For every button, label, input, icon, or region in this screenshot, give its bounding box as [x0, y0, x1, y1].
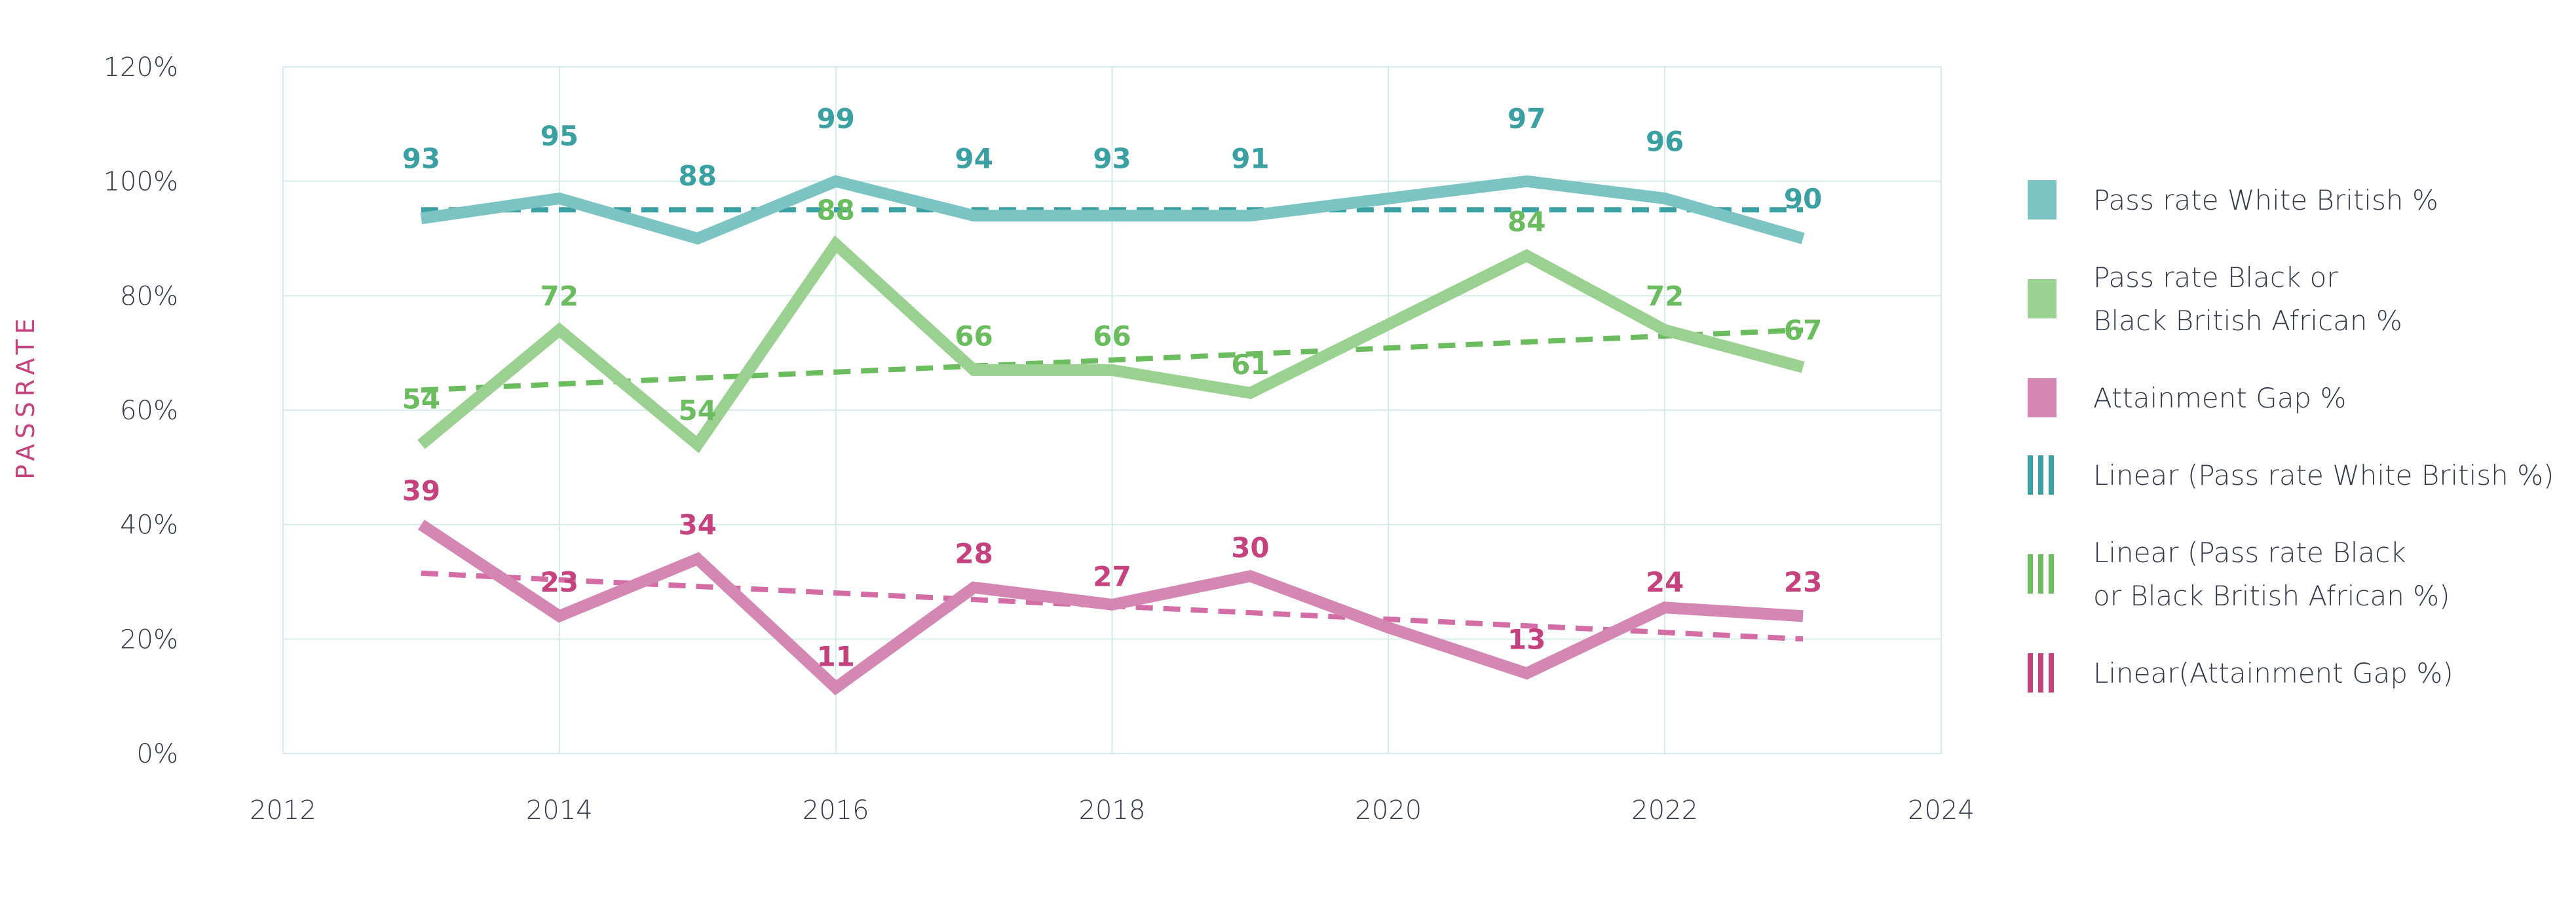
data-label: 88	[679, 160, 717, 192]
axes: 2012 2014 2016 2018 2020 2022 2024 0% 20% 40% 60% 8…	[104, 52, 1975, 826]
legend-swatch-bar	[2028, 455, 2033, 495]
x-tick-label: 2024	[1908, 795, 1975, 826]
data-label: 23	[1784, 566, 1822, 598]
data-label: 99	[816, 103, 854, 135]
legend-swatch-bar	[2049, 455, 2054, 495]
data-label: 66	[1093, 320, 1131, 352]
data-label: 11	[816, 641, 854, 673]
legend-swatch	[2028, 378, 2056, 417]
legend-label: Linear (Pass rate White British %)	[2093, 459, 2554, 491]
data-label: 54	[679, 394, 717, 427]
y-tick-label: 80%	[120, 281, 178, 311]
y-tick-label: 20%	[120, 624, 178, 655]
x-tick-label: 2014	[526, 795, 593, 826]
data-label: 91	[1231, 143, 1269, 175]
data-label: 94	[955, 143, 993, 175]
data-label: 28	[955, 537, 993, 569]
data-label: 84	[1507, 206, 1545, 238]
y-tick-label: 120%	[104, 52, 178, 83]
data-label: 13	[1507, 623, 1545, 655]
x-tick-label: 2022	[1631, 795, 1698, 826]
data-label: 39	[402, 474, 440, 506]
x-tick-label: 2018	[1079, 795, 1146, 826]
data-label: 67	[1784, 314, 1822, 347]
data-label: 61	[1231, 349, 1269, 381]
legend-swatch-bar	[2038, 554, 2043, 594]
data-label: 93	[1093, 143, 1131, 175]
x-tick-label: 2016	[803, 795, 869, 826]
legend-label: Linear (Pass rate Black	[2093, 537, 2406, 569]
y-axis-title: PASSRATE	[11, 313, 40, 480]
legend-swatch-bar	[2049, 653, 2054, 693]
legend-swatch	[2028, 180, 2056, 219]
data-label: 96	[1646, 126, 1684, 158]
y-tick-label: 0%	[137, 739, 178, 769]
data-series	[417, 175, 1805, 696]
data-label: 34	[679, 509, 717, 541]
data-label: 72	[1646, 280, 1684, 312]
data-label: 95	[540, 120, 578, 152]
legend-swatch-bar	[2038, 653, 2043, 693]
data-label: 23	[540, 566, 578, 598]
legend-label: Pass rate Black or	[2093, 261, 2338, 294]
series-line-2	[417, 520, 1804, 696]
legend-swatch-bar	[2049, 554, 2054, 594]
series-line-0	[420, 175, 1805, 245]
trend-line-4	[421, 327, 1804, 393]
y-tick-label: 40%	[120, 510, 178, 541]
grid	[282, 66, 1942, 754]
legend-label: Black British African %	[2093, 305, 2402, 337]
data-label: 27	[1093, 560, 1131, 592]
data-label: 24	[1646, 566, 1684, 598]
x-tick-label: 2020	[1355, 795, 1422, 826]
data-label: 54	[402, 383, 440, 415]
legend-label: Pass rate White British %	[2093, 184, 2438, 216]
y-tick-label: 100%	[104, 167, 178, 197]
data-label: 97	[1507, 103, 1545, 135]
data-labels: 93 95 88 99 94 93 91 97 96 90 54 72 54 88 66 66 61 84 72 67…	[402, 103, 1823, 673]
data-label: 66	[955, 320, 993, 352]
data-label: 90	[1784, 183, 1822, 215]
data-label: 93	[402, 143, 440, 175]
legend-swatch-bar	[2038, 455, 2043, 495]
data-label: 30	[1231, 532, 1269, 564]
series-line-1	[417, 235, 1805, 453]
legend-swatch	[2028, 279, 2056, 318]
legend-swatch-bar	[2028, 554, 2033, 594]
legend-label: Attainment Gap %	[2093, 382, 2346, 414]
y-tick-label: 60%	[120, 396, 178, 426]
legend: Pass rate White British % Pass rate Black…	[2028, 180, 2554, 693]
legend-label: or Black British African %)	[2093, 580, 2450, 612]
data-label: 72	[540, 280, 578, 312]
legend-swatch-bar	[2028, 653, 2033, 693]
x-tick-label: 2012	[250, 795, 316, 826]
legend-label: Linear(Attainment Gap %)	[2093, 657, 2453, 689]
data-label: 88	[816, 194, 854, 226]
